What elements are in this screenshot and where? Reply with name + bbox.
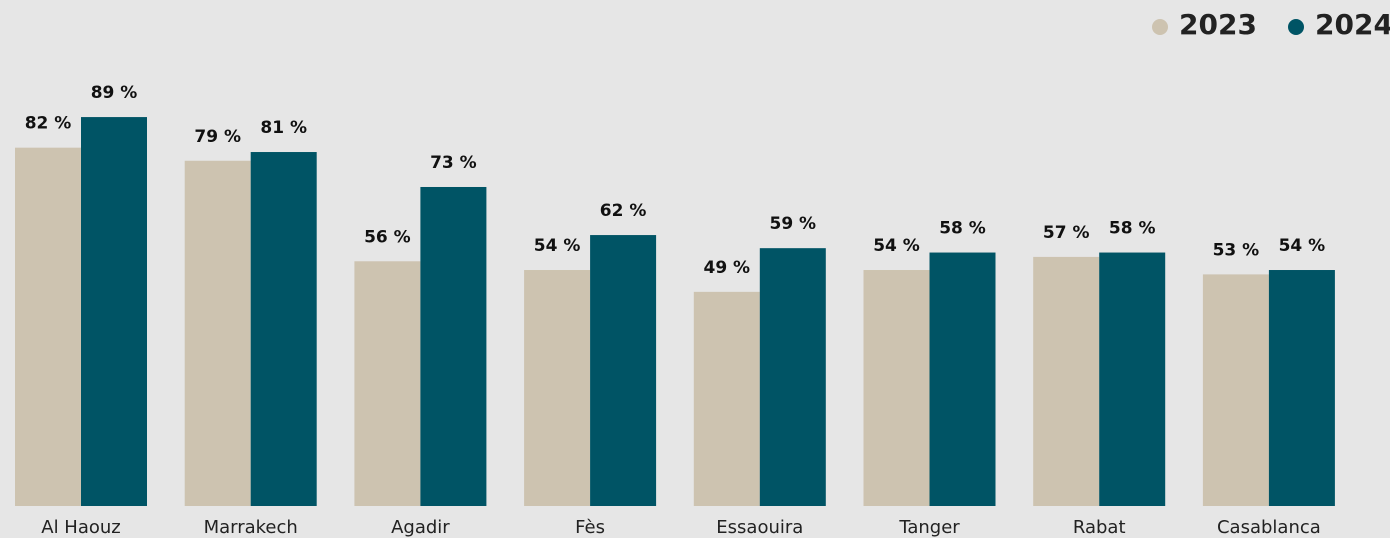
data-label: 49 %	[703, 258, 750, 278]
bar	[929, 252, 996, 506]
bar	[1099, 252, 1166, 506]
x-tick-label: Marrakech	[204, 517, 298, 538]
data-label: 56 %	[364, 227, 411, 247]
legend-marker	[1288, 19, 1304, 35]
data-label: 89 %	[91, 83, 138, 103]
legend-marker	[1152, 19, 1168, 35]
data-label: 73 %	[430, 153, 477, 173]
bar	[1033, 256, 1100, 506]
x-tick-label: Agadir	[391, 517, 450, 538]
x-tick-label: Casablanca	[1217, 517, 1321, 538]
data-label: 54 %	[873, 236, 920, 256]
bar	[420, 186, 487, 507]
bar	[524, 270, 591, 506]
data-label: 58 %	[1109, 219, 1156, 239]
data-label: 54 %	[534, 236, 581, 256]
bar	[250, 152, 317, 506]
x-tick-label: Al Haouz	[41, 517, 120, 538]
data-label: 81 %	[260, 118, 307, 138]
x-tick-label: Tanger	[898, 517, 960, 538]
data-label: 59 %	[769, 214, 816, 234]
bar	[590, 235, 657, 506]
data-label: 58 %	[939, 219, 986, 239]
data-label: 53 %	[1213, 240, 1260, 260]
bar	[863, 270, 930, 506]
legend-label: 2023	[1179, 8, 1257, 41]
legend-label: 2024	[1315, 8, 1390, 41]
data-label: 62 %	[600, 201, 647, 221]
bar	[184, 160, 251, 506]
x-tick-label: Essaouira	[716, 517, 803, 538]
bar	[693, 291, 760, 506]
bar	[1268, 270, 1335, 506]
data-label: 79 %	[194, 127, 241, 147]
bar	[759, 248, 826, 507]
bar	[1202, 274, 1269, 506]
bar	[354, 261, 421, 506]
x-tick-label: Rabat	[1073, 517, 1126, 538]
data-label: 57 %	[1043, 223, 1090, 243]
bar	[15, 147, 81, 506]
data-label: 82 %	[25, 114, 72, 134]
data-label: 54 %	[1279, 236, 1326, 256]
bar	[81, 117, 147, 506]
x-tick-label: Fès	[575, 517, 605, 538]
